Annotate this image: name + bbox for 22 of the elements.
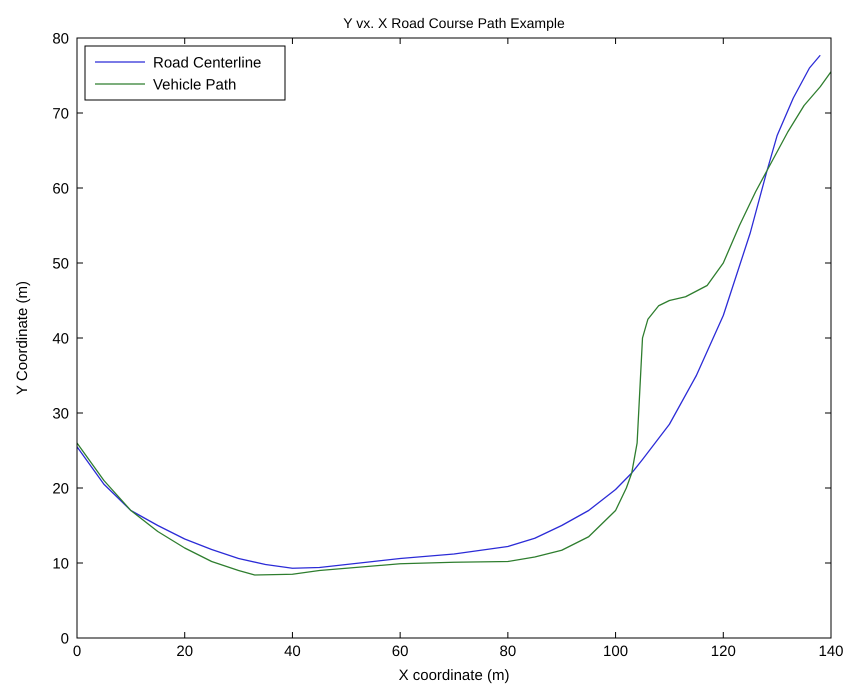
x-tick-label: 0 [72,643,82,660]
y-tick-label: 20 [52,480,69,498]
legend-label: Road Centerline [153,54,262,72]
x-tick-label: 40 [284,643,301,660]
y-axis-title: Y Coordinate (m) [14,281,31,395]
x-tick-label: 120 [710,643,736,660]
chart-title: Y vx. X Road Course Path Example [343,15,565,31]
y-tick-label: 60 [52,180,69,198]
y-tick-label: 50 [52,255,69,272]
x-tick-label: 80 [500,643,516,660]
x-axis-title: X coordinate (m) [398,667,510,684]
x-tick-label: 60 [392,643,408,660]
x-tick-label: 100 [603,643,628,660]
y-tick-label: 70 [52,105,69,122]
x-tick-label: 20 [176,643,194,660]
y-tick-label: 0 [60,630,69,648]
x-tick-label: 140 [818,643,843,660]
y-tick-label: 30 [52,405,69,422]
legend-label: Vehicle Path [153,76,236,94]
y-tick-label: 80 [52,30,69,48]
y-tick-label: 10 [52,555,69,572]
y-tick-label: 40 [52,330,69,348]
